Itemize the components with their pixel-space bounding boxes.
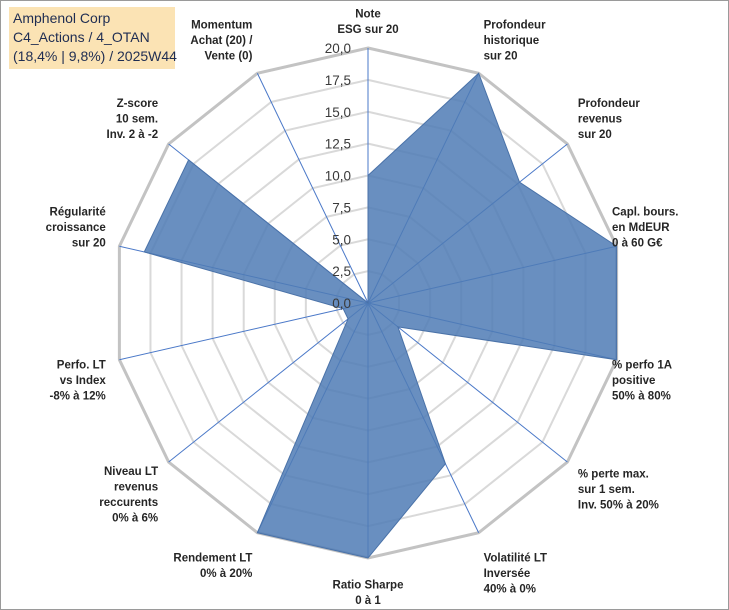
- axis-label: Niveau LT revenus reccurents 0% à 6%: [99, 466, 158, 525]
- axis-label-line: Z-score: [117, 98, 159, 110]
- axis-label-line: Momentum: [191, 20, 252, 32]
- axis-label: Régularité croissance sur 20: [46, 207, 106, 250]
- axis-label-line: Inversée: [484, 568, 531, 580]
- axis-label-line: croissance: [46, 222, 106, 234]
- axis-label-line: 40% à 0%: [484, 584, 536, 596]
- axis-label-line: 0% à 6%: [112, 513, 158, 525]
- tick-label: 7,5: [332, 200, 351, 215]
- tick-label: 12,5: [325, 137, 351, 152]
- axis-label-line: Inv. 2 à -2: [107, 129, 159, 141]
- axis-label-line: en MdEUR: [612, 222, 670, 234]
- tick-label: 17,5: [325, 73, 351, 88]
- axis-label-line: Ratio Sharpe: [333, 579, 404, 591]
- axis-label-line: 10 sem.: [116, 113, 158, 125]
- axis-label: Volatilité LT Inversée 40% à 0%: [484, 553, 547, 596]
- axis-label-line: Rendement LT: [173, 553, 252, 565]
- axis-label-line: Profondeur: [578, 98, 640, 110]
- tick-label: 0,0: [332, 296, 351, 311]
- radar-spoke: [367, 302, 568, 463]
- axis-label-line: Note: [355, 8, 381, 20]
- radar-spoke: [119, 302, 369, 361]
- axis-label: Perfo. LT vs Index -8% à 12%: [50, 360, 107, 403]
- performance-stats: (18,4% | 9,8%) / 2025W44: [13, 48, 177, 64]
- axis-label: Z-score 10 sem. Inv. 2 à -2: [107, 98, 159, 141]
- axis-label-line: % perte max.: [578, 468, 649, 480]
- axis-label: Ratio Sharpe 0 à 1: [333, 579, 404, 607]
- tick-label: 15,0: [325, 105, 351, 120]
- axis-label-line: Perfo. LT: [57, 360, 106, 372]
- axis-label: Rendement LT 0% à 20%: [173, 553, 252, 581]
- axis-label-line: sur 20: [72, 238, 106, 250]
- axis-label-line: Volatilité LT: [484, 553, 547, 565]
- axis-label-line: Niveau LT: [104, 466, 158, 478]
- axis-label-line: vs Index: [60, 375, 107, 387]
- axis-label-line: Achat (20) /: [190, 35, 253, 47]
- axis-label-line: historique: [484, 35, 540, 47]
- tick-label: 2,5: [332, 264, 351, 279]
- axis-label-line: 50% à 80%: [612, 391, 671, 403]
- axis-label: Note ESG sur 20: [337, 8, 398, 36]
- axis-label-line: 0% à 20%: [200, 568, 252, 580]
- axis-label-line: reccurents: [99, 497, 158, 509]
- axis-label-line: Profondeur: [484, 20, 546, 32]
- axis-label-line: ESG sur 20: [337, 24, 398, 36]
- radar-series-area: [143, 72, 618, 559]
- tick-label: 20,0: [325, 41, 351, 56]
- radar-axis-labels: Note ESG sur 20 Profondeur historique sur 20…: [46, 8, 679, 607]
- axis-label-line: revenus: [578, 113, 622, 125]
- axis-label-line: 0 à 1: [355, 595, 381, 607]
- axis-label-line: % perfo 1A: [612, 360, 672, 372]
- axis-label: % perte max. sur 1 sem. Inv. 50% à 20%: [578, 468, 659, 511]
- radar-tick-labels: 0,0 2,5 5,0 7,5 10,0 12,5 15,0 17,5 20,0: [325, 41, 351, 311]
- axis-label: Momentum Achat (20) / Vente (0): [190, 20, 253, 63]
- axis-label-line: sur 1 sem.: [578, 484, 635, 496]
- axis-label-line: Régularité: [50, 207, 106, 219]
- axis-label-line: -8% à 12%: [50, 391, 106, 403]
- radar-spoke: [256, 73, 369, 304]
- axis-label-line: Capl. bours.: [612, 207, 678, 219]
- axis-label-line: sur 20: [578, 129, 612, 141]
- axis-label: Profondeur historique sur 20: [484, 20, 546, 63]
- company-name: Amphenol Corp: [13, 10, 111, 26]
- axis-label-line: 0 à 60 G€: [612, 238, 663, 250]
- tick-label: 10,0: [325, 169, 351, 184]
- tick-label: 5,0: [332, 232, 351, 247]
- axis-label-line: revenus: [114, 482, 158, 494]
- radar-spoke: [168, 302, 369, 463]
- axis-label-line: sur 20: [484, 51, 518, 63]
- axis-label: % perfo 1A positive 50% à 80%: [612, 360, 672, 403]
- axis-label-line: Vente (0): [204, 51, 252, 63]
- axis-label: Profondeur revenus sur 20: [578, 98, 640, 141]
- portfolio-label: C4_Actions / 4_OTAN: [13, 29, 150, 45]
- chart-title-box: Amphenol Corp C4_Actions / 4_OTAN (18,4%…: [9, 7, 177, 69]
- axis-label-line: Inv. 50% à 20%: [578, 499, 659, 511]
- axis-label-line: positive: [612, 375, 655, 387]
- series-polygon: [143, 72, 618, 559]
- axis-label: Capl. bours. en MdEUR 0 à 60 G€: [612, 207, 678, 250]
